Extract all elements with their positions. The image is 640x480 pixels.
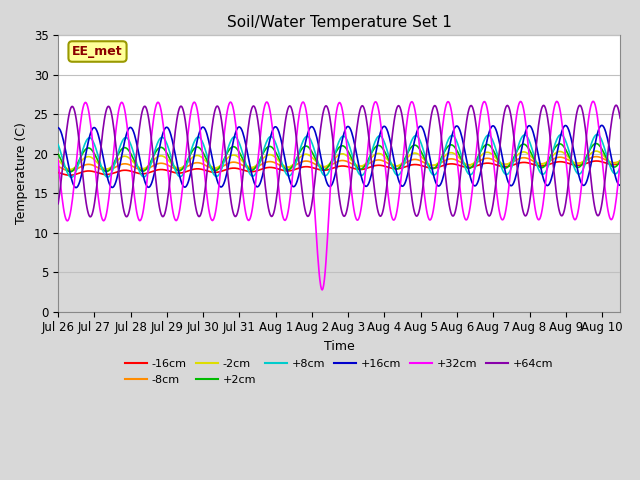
Bar (58, 36, 620, 233)
Y-axis label: Temperature (C): Temperature (C) (15, 122, 28, 225)
Text: EE_met: EE_met (72, 45, 123, 58)
X-axis label: Time: Time (324, 340, 355, 353)
Legend: -16cm, -8cm, -2cm, +2cm, +8cm, +16cm, +32cm, +64cm: -16cm, -8cm, -2cm, +2cm, +8cm, +16cm, +3… (121, 355, 557, 389)
Title: Soil/Water Temperature Set 1: Soil/Water Temperature Set 1 (227, 15, 452, 30)
